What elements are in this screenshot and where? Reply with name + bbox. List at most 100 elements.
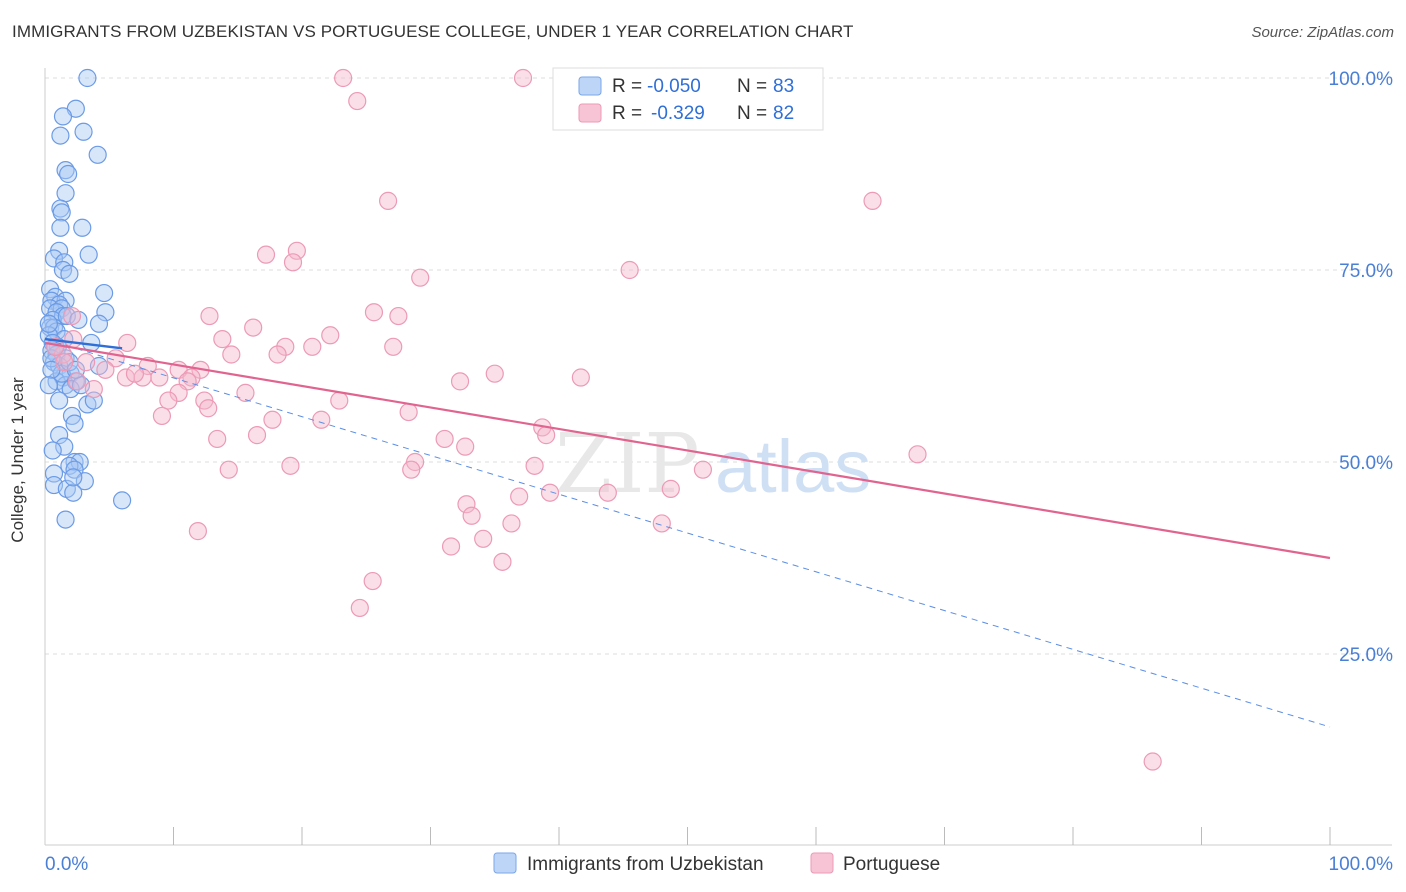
uzbekistan-point-73 (57, 306, 76, 326)
series-uzbekistan-points (39, 68, 132, 529)
portuguese-point-70 (474, 529, 493, 548)
uzbekistan-point-12 (51, 218, 70, 237)
portuguese-point-76 (96, 360, 115, 379)
portuguese-point-7 (283, 253, 303, 272)
portuguese-point-4 (863, 191, 882, 210)
portuguese-point-71 (441, 537, 461, 556)
portuguese-point-39 (236, 383, 255, 402)
bottom-legend-label-portuguese: Portuguese (843, 854, 940, 875)
y-tick-label-2: 75.0% (1339, 261, 1393, 282)
x-tick-label-0: 0.0% (45, 854, 88, 875)
uzbekistan-point-54 (65, 414, 84, 433)
uzbekistan-point-79 (50, 391, 69, 410)
portuguese-point-47 (312, 410, 331, 429)
bottom-legend-swatch-blue (493, 852, 517, 874)
portuguese-point-58 (402, 460, 421, 479)
portuguese-point-46 (263, 410, 282, 429)
portuguese-point-24 (268, 345, 287, 364)
uzbekistan-point-67 (112, 491, 132, 510)
portuguese-point-38 (169, 383, 188, 402)
legend-n-label-0: N = (737, 76, 767, 97)
portuguese-point-2 (348, 91, 367, 111)
portuguese-point-62 (540, 483, 560, 502)
portuguese-point-68 (652, 514, 671, 533)
portuguese-point-79 (68, 372, 87, 391)
legend-swatch-pink (578, 103, 602, 123)
uzbekistan-point-8 (56, 184, 75, 203)
portuguese-point-11 (200, 306, 219, 326)
portuguese-point-44 (399, 402, 418, 422)
uzbekistan-point-18 (60, 264, 79, 283)
portuguese-point-45 (152, 406, 172, 426)
portuguese-point-72 (493, 552, 512, 571)
portuguese-point-54 (908, 445, 927, 464)
portuguese-point-0 (334, 68, 353, 88)
portuguese-point-64 (598, 483, 617, 502)
uzbekistan-point-66 (64, 483, 83, 502)
uzbekistan-point-57 (43, 441, 62, 460)
uzbekistan-point-0 (78, 68, 97, 88)
uzbekistan-point-14 (79, 245, 98, 264)
bottom-legend-label-uzbekistan: Immigrants from Uzbekistan (527, 854, 764, 875)
uzbekistan-point-16 (55, 253, 74, 272)
portuguese-point-34 (450, 372, 470, 391)
uzbekistan-point-11 (73, 218, 92, 237)
uzbekistan-point-2 (53, 107, 73, 126)
portuguese-point-6 (256, 245, 276, 264)
portuguese-trend-line (44, 341, 1331, 560)
uzbekistan-point-75 (39, 314, 58, 333)
portuguese-point-21 (384, 337, 403, 356)
portuguese-point-12 (364, 303, 384, 322)
portuguese-point-59 (525, 456, 544, 475)
portuguese-point-43 (199, 399, 218, 418)
series-portuguese-points (46, 68, 1162, 771)
axes (44, 68, 1392, 846)
portuguese-point-53 (456, 437, 475, 456)
portuguese-point-13 (389, 306, 408, 326)
portuguese-point-61 (661, 479, 680, 498)
y-tick-label-3: 100.0% (1329, 69, 1394, 90)
trend-lines (44, 337, 1331, 728)
portuguese-point-52 (435, 429, 454, 449)
portuguese-point-60 (693, 460, 713, 479)
portuguese-point-10 (62, 306, 82, 326)
portuguese-point-1 (513, 68, 533, 88)
bottom-legend-swatch-pink (810, 852, 834, 874)
legend-n-value-1: 82 (773, 103, 794, 124)
uzbekistan-point-3 (74, 122, 93, 141)
uzbekistan-point-80 (39, 376, 58, 395)
legend-n-label-1: N = (737, 103, 767, 124)
chart-title: IMMIGRANTS FROM UZBEKISTAN VS PORTUGUESE… (12, 22, 854, 41)
y-tick-label-1: 50.0% (1339, 453, 1393, 474)
portuguese-point-18 (118, 333, 137, 353)
x-tick-label-1: 100.0% (1329, 854, 1394, 875)
portuguese-point-17 (213, 330, 232, 349)
portuguese-point-40 (159, 391, 178, 410)
portuguese-point-50 (247, 426, 267, 445)
portuguese-point-3 (378, 191, 398, 210)
portuguese-point-81 (77, 353, 96, 372)
uzbekistan-point-61 (65, 460, 84, 479)
tick-labels: 25.0% 50.0% 75.0% 100.0% 0.0% 100.0% (45, 69, 1393, 875)
portuguese-point-73 (363, 571, 382, 591)
portuguese-point-56 (281, 456, 300, 475)
portuguese-point-16 (64, 330, 83, 349)
portuguese-point-75 (1143, 752, 1162, 771)
portuguese-point-63 (510, 487, 529, 506)
portuguese-point-66 (462, 506, 481, 525)
legend-r-value-0: -0.050 (647, 76, 701, 97)
stats-legend: R = -0.050 N = 83 R = -0.329 N = 82 (552, 67, 824, 131)
portuguese-point-5 (287, 241, 306, 260)
uzbekistan-trend-line (44, 337, 123, 350)
portuguese-point-78 (55, 353, 74, 372)
legend-r-label-0: R = (612, 76, 642, 97)
legend-swatch-blue (578, 76, 602, 96)
portuguese-point-19 (303, 337, 322, 356)
grid-lines (45, 77, 1392, 655)
portuguese-point-22 (222, 345, 241, 364)
watermark-atlas: atlas (715, 425, 871, 508)
portuguese-point-67 (502, 514, 521, 533)
uzbekistan-point-68 (56, 510, 75, 529)
portuguese-point-15 (321, 326, 340, 345)
